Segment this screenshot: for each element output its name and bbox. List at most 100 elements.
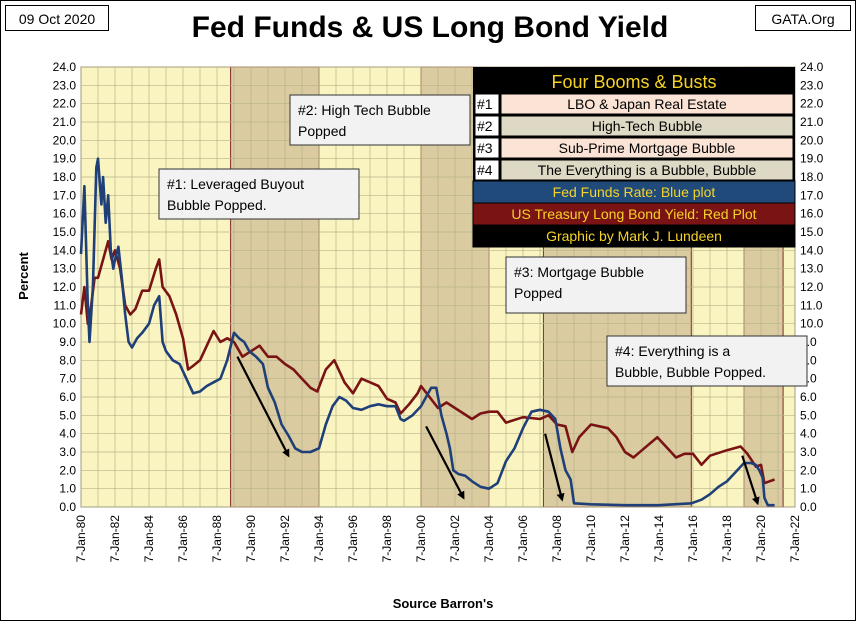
x-tick: 7-Jan-14 xyxy=(652,515,666,563)
annotation-box-4 xyxy=(606,335,808,387)
legend-row-num: #3 xyxy=(477,140,493,156)
legend-num-cell xyxy=(474,93,500,115)
annotation-box-1 xyxy=(158,168,360,220)
chart-title: Fed Funds & US Long Bond Yield xyxy=(191,11,669,44)
legend-row-bg xyxy=(473,137,795,159)
y-tick-left: 14.0 xyxy=(53,243,77,257)
source-tag: GATA.Org xyxy=(755,5,851,31)
annotation-text: Popped xyxy=(514,285,562,301)
y-tick-left: 4.0 xyxy=(59,427,76,441)
legend-row-text: High-Tech Bubble xyxy=(592,118,703,134)
y-tick-left: 18.0 xyxy=(53,170,77,184)
annotation-text: Bubble Popped. xyxy=(167,197,267,213)
bust-period-3 xyxy=(542,66,692,508)
date-label: 09 Oct 2020 xyxy=(5,5,109,31)
legend-row-bg xyxy=(473,93,795,115)
bust-arrow-2 xyxy=(425,425,465,500)
legend-row-num: #4 xyxy=(477,162,493,178)
y-tick-right: 10.0 xyxy=(800,317,824,331)
x-tick: 7-Jan-90 xyxy=(244,515,258,563)
y-tick-left: 8.0 xyxy=(59,353,76,367)
y-tick-right: 16.0 xyxy=(800,207,824,221)
y-tick-left: 22.0 xyxy=(53,97,77,111)
annotation-text: Bubble, Bubble Popped. xyxy=(615,364,766,380)
y-tick-left: 0.0 xyxy=(59,500,76,514)
legend-row-num: #2 xyxy=(477,118,493,134)
y-tick-left: 24.0 xyxy=(53,60,77,74)
y-tick-right: 23.0 xyxy=(800,78,824,92)
y-tick-right: 1.0 xyxy=(800,482,817,496)
x-tick: 7-Jan-04 xyxy=(482,515,496,563)
y-tick-left: 12.0 xyxy=(53,280,77,294)
y-tick-left: 2.0 xyxy=(59,463,76,477)
legend-num-cell xyxy=(474,115,500,137)
y-tick-right: 11.0 xyxy=(800,298,823,312)
y-tick-left: 19.0 xyxy=(53,152,77,166)
y-tick-left: 11.0 xyxy=(54,298,77,312)
legend-text-cell xyxy=(500,159,794,181)
y-tick-left: 6.0 xyxy=(59,390,76,404)
y-tick-right: 9.0 xyxy=(800,335,817,349)
y-tick-right: 15.0 xyxy=(800,225,824,239)
y-axis-label: Percent xyxy=(16,251,31,299)
y-tick-right: 12.0 xyxy=(800,280,824,294)
legend-row-text: The Everything is a Bubble, Bubble xyxy=(538,162,757,178)
x-tick: 7-Jan-08 xyxy=(550,515,564,563)
legend-row-text: Sub-Prime Mortgage Bubble xyxy=(559,140,736,156)
legend-series-row-text: US Treasury Long Bond Yield: Red Plot xyxy=(511,206,756,222)
bust-arrow-4 xyxy=(741,455,760,506)
y-tick-left: 1.0 xyxy=(59,482,76,496)
legend-row-bg xyxy=(473,159,795,181)
x-tick: 7-Jan-88 xyxy=(210,515,224,563)
y-tick-right: 19.0 xyxy=(800,152,824,166)
y-tick-right: 18.0 xyxy=(800,170,824,184)
y-tick-left: 9.0 xyxy=(59,335,76,349)
x-tick: 7-Jan-96 xyxy=(346,515,360,563)
legend-heading-bg xyxy=(473,67,795,93)
annotation-text: #4: Everything is a xyxy=(615,343,730,359)
annotation-text: Popped xyxy=(298,123,346,139)
x-tick: 7-Jan-06 xyxy=(516,515,530,563)
legend-row-bg xyxy=(473,115,795,137)
legend-num-cell xyxy=(474,137,500,159)
x-tick: 7-Jan-82 xyxy=(108,515,122,563)
y-tick-right: 6.0 xyxy=(800,390,817,404)
y-tick-left: 21.0 xyxy=(53,115,77,129)
bust-period-4 xyxy=(743,66,784,508)
legend-heading: Four Booms & Busts xyxy=(551,72,716,92)
legend-series-row-text: Fed Funds Rate: Blue plot xyxy=(553,184,716,200)
legend-series-row-bg xyxy=(472,180,796,204)
y-tick-right: 3.0 xyxy=(800,445,817,459)
legend-row-num: #1 xyxy=(477,96,493,112)
y-tick-right: 4.0 xyxy=(800,427,817,441)
y-tick-left: 16.0 xyxy=(53,207,77,221)
y-tick-right: 7.0 xyxy=(800,372,817,386)
y-tick-right: 17.0 xyxy=(800,188,824,202)
x-tick: 7-Jan-98 xyxy=(380,515,394,563)
legend-text-cell xyxy=(500,137,794,159)
x-tick: 7-Jan-92 xyxy=(278,515,292,563)
x-tick: 7-Jan-80 xyxy=(74,515,88,563)
y-tick-right: 2.0 xyxy=(800,463,817,477)
annotation-box-3 xyxy=(505,256,687,314)
y-tick-left: 5.0 xyxy=(59,408,76,422)
x-tick: 7-Jan-18 xyxy=(720,515,734,563)
x-tick: 7-Jan-02 xyxy=(448,515,462,563)
y-tick-right: 14.0 xyxy=(800,243,824,257)
plot-area xyxy=(80,66,796,508)
y-tick-right: 22.0 xyxy=(800,97,824,111)
y-tick-left: 23.0 xyxy=(53,78,77,92)
legend-text-cell xyxy=(500,115,794,137)
y-tick-left: 10.0 xyxy=(53,317,77,331)
legend-num-cell xyxy=(474,159,500,181)
x-tick: 7-Jan-22 xyxy=(788,515,802,563)
y-tick-right: 13.0 xyxy=(800,262,824,276)
y-tick-left: 13.0 xyxy=(53,262,77,276)
legend-series-row-bg xyxy=(472,224,796,248)
y-tick-right: 8.0 xyxy=(800,353,817,367)
x-tick: 7-Jan-00 xyxy=(414,515,428,563)
x-tick: 7-Jan-10 xyxy=(584,515,598,563)
legend-series-row-bg xyxy=(472,202,796,226)
y-tick-left: 3.0 xyxy=(59,445,76,459)
